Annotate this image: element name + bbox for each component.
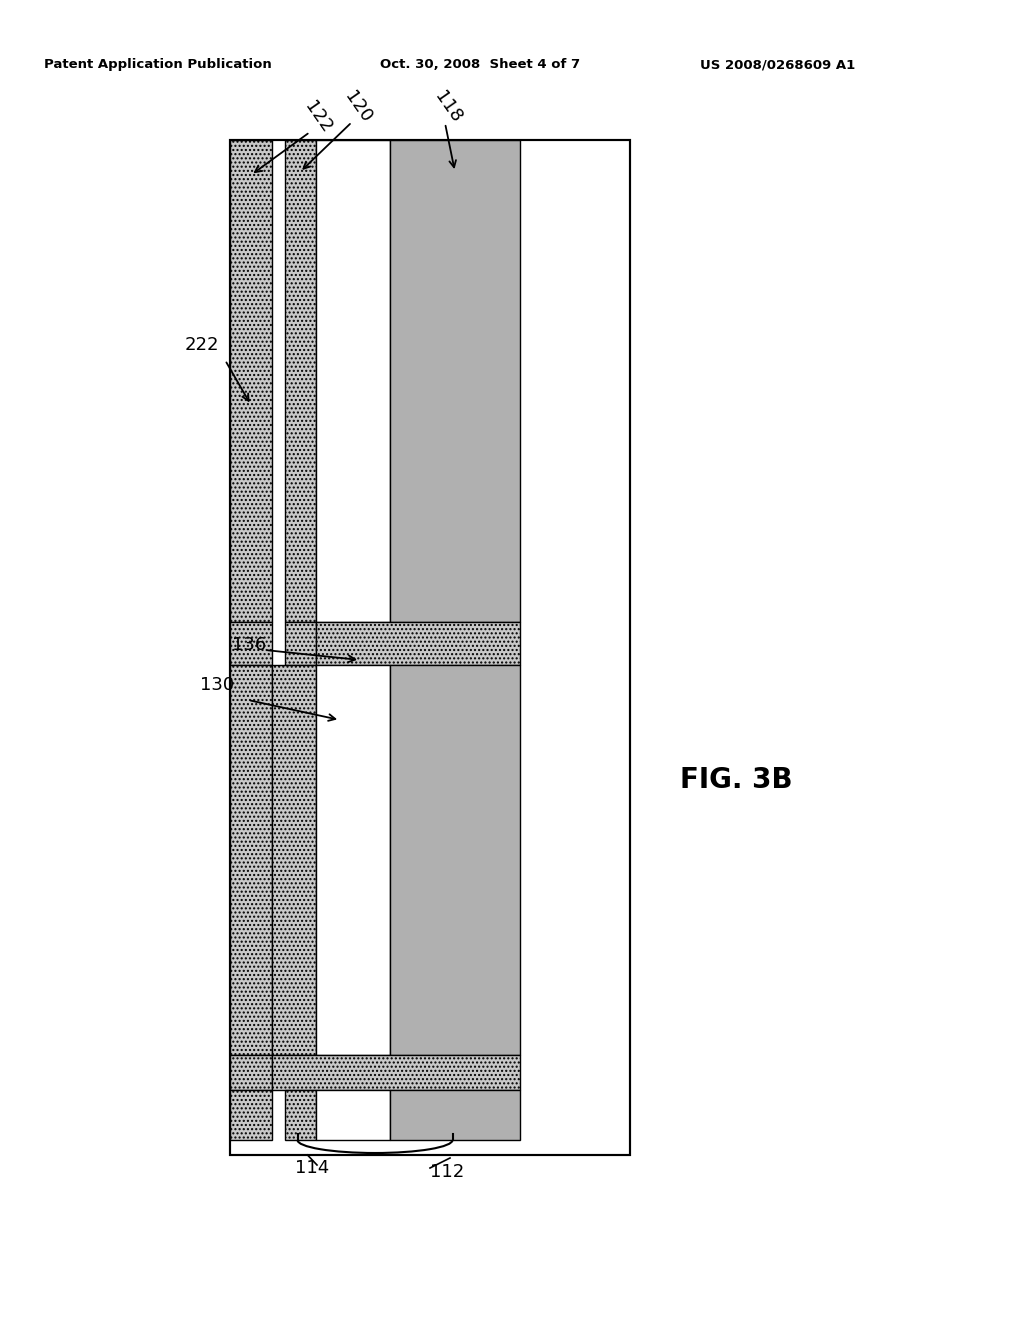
Text: 118: 118 [431,88,465,127]
Text: 122: 122 [301,98,335,136]
Bar [230,622,272,665]
Bar [316,665,390,1055]
Text: FIG. 3B: FIG. 3B [680,766,793,795]
Bar [316,1090,390,1140]
Bar [230,1055,272,1090]
Bar [285,140,316,622]
Text: Oct. 30, 2008  Sheet 4 of 7: Oct. 30, 2008 Sheet 4 of 7 [380,58,581,71]
Text: 114: 114 [295,1159,330,1177]
Text: 120: 120 [341,88,375,127]
Bar [390,1090,520,1140]
Text: 112: 112 [430,1163,464,1181]
Bar [230,140,630,1155]
Bar [316,622,520,665]
Text: 136: 136 [232,636,266,653]
Bar [285,622,316,665]
Bar [230,1090,272,1140]
Text: US 2008/0268609 A1: US 2008/0268609 A1 [700,58,855,71]
Bar [272,665,316,1055]
Bar [285,1090,316,1140]
Bar [390,140,520,622]
Bar [230,140,630,1155]
Bar [230,665,272,1055]
Text: Patent Application Publication: Patent Application Publication [44,58,271,71]
Bar [230,140,272,622]
Text: 130: 130 [200,676,234,694]
Bar [316,140,390,622]
Text: 222: 222 [185,337,219,354]
Bar [272,1055,520,1090]
Bar [390,665,520,1055]
